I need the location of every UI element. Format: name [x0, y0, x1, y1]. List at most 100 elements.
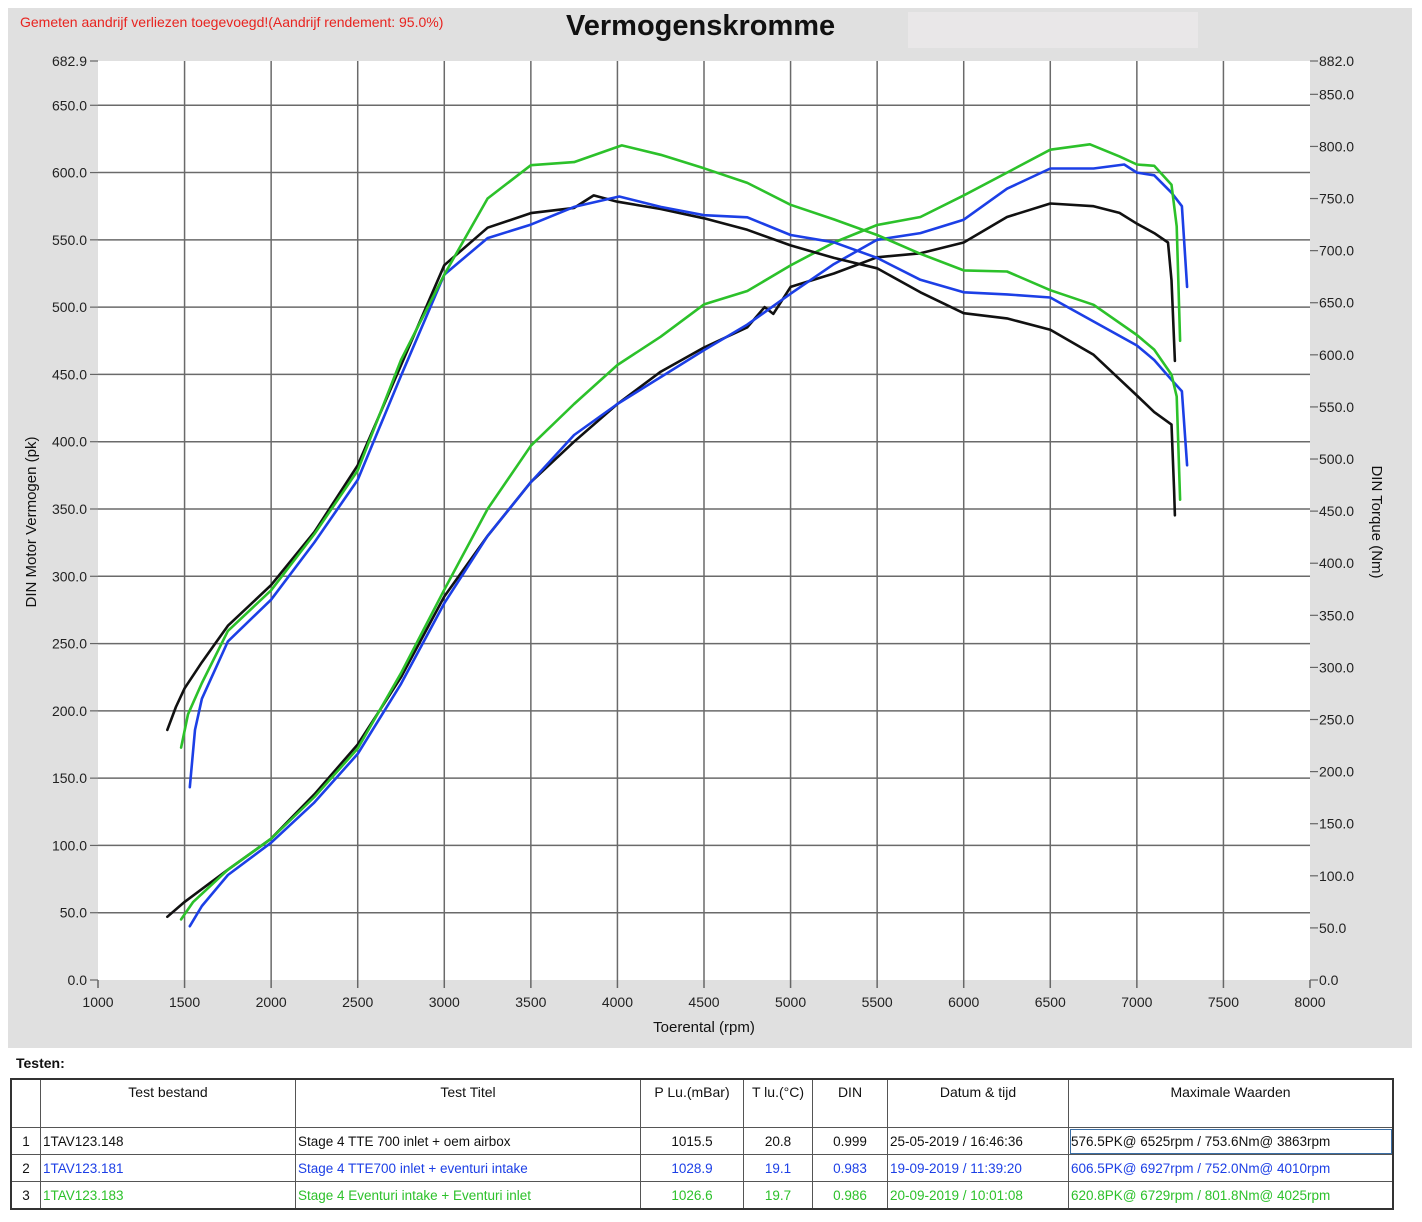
svg-text:150.0: 150.0 — [1319, 816, 1354, 832]
col-file-header: Test bestand — [40, 1078, 296, 1128]
svg-text:3500: 3500 — [515, 994, 546, 1010]
svg-text:300.0: 300.0 — [52, 568, 87, 584]
col-max-header: Maximale Waarden — [1068, 1078, 1394, 1128]
row-title: Stage 4 TTE700 inlet + eventuri intake — [295, 1154, 641, 1182]
svg-text:6000: 6000 — [948, 994, 979, 1010]
svg-text:800.0: 800.0 — [1319, 138, 1354, 154]
svg-text:882.0: 882.0 — [1319, 53, 1354, 69]
svg-text:3000: 3000 — [429, 994, 460, 1010]
dyno-chart: 682.9 650.0 600.0 550.0 500.0 450.0 400.0 350.0… — [23, 53, 1385, 1036]
drivetrain-loss-note: Gemeten aandrijf verliezen toegevoegd!(A… — [20, 14, 444, 30]
svg-text:850.0: 850.0 — [1319, 86, 1354, 102]
svg-text:100.0: 100.0 — [52, 837, 87, 853]
row-index: 3 — [10, 1181, 41, 1210]
table-row[interactable]: 3 1TAV123.183 Stage 4 Eventuri intake + … — [10, 1181, 1394, 1210]
x-axis-ticks: 1000 1500 2000 2500 3000 3500 4000 4500 5000 5500… — [82, 980, 1326, 1010]
svg-text:600.0: 600.0 — [1319, 347, 1354, 363]
svg-text:7000: 7000 — [1121, 994, 1152, 1010]
svg-text:6500: 6500 — [1035, 994, 1066, 1010]
row-file: 1TAV123.183 — [40, 1181, 296, 1210]
svg-text:450.0: 450.0 — [52, 366, 87, 382]
svg-text:500.0: 500.0 — [1319, 451, 1354, 467]
svg-text:400.0: 400.0 — [52, 434, 87, 450]
row-file: 1TAV123.148 — [40, 1127, 296, 1155]
svg-text:400.0: 400.0 — [1319, 555, 1354, 571]
curve-line — [179, 144, 1182, 749]
curve-line — [188, 195, 1189, 789]
table-row[interactable]: 2 1TAV123.181 Stage 4 TTE700 inlet + eve… — [10, 1154, 1394, 1182]
svg-text:750.0: 750.0 — [1319, 191, 1354, 207]
tests-table: Test bestand Test Titel P Lu.(mBar) T lu… — [10, 1078, 1394, 1210]
row-pressure: 1026.6 — [640, 1181, 744, 1210]
row-temp: 20.8 — [743, 1127, 813, 1155]
row-din: 0.986 — [812, 1181, 888, 1210]
row-title: Stage 4 Eventuri intake + Eventuri inlet — [295, 1181, 641, 1210]
svg-text:1500: 1500 — [169, 994, 200, 1010]
svg-text:100.0: 100.0 — [1319, 868, 1354, 884]
col-temp-header: T lu.(°C) — [743, 1078, 813, 1128]
row-din: 0.983 — [812, 1154, 888, 1182]
svg-text:7500: 7500 — [1208, 994, 1239, 1010]
svg-text:2500: 2500 — [342, 994, 373, 1010]
row-max-values: 620.8PK@ 6729rpm / 801.8Nm@ 4025rpm — [1068, 1181, 1394, 1210]
row-index: 2 — [10, 1154, 41, 1182]
svg-text:0.0: 0.0 — [1319, 972, 1339, 988]
svg-text:150.0: 150.0 — [52, 770, 87, 786]
col-din-header: DIN — [812, 1078, 888, 1128]
grid-lines — [98, 61, 1310, 980]
row-index: 1 — [10, 1127, 41, 1155]
svg-text:350.0: 350.0 — [1319, 607, 1354, 623]
curve-series — [166, 143, 1189, 928]
row-file: 1TAV123.181 — [40, 1154, 296, 1182]
row-pressure: 1015.5 — [640, 1127, 744, 1155]
row-max-values: 576.5PK@ 6525rpm / 753.6Nm@ 3863rpm — [1068, 1127, 1394, 1155]
svg-text:1000: 1000 — [82, 994, 113, 1010]
row-datetime: 19-09-2019 / 11:39:20 — [887, 1154, 1069, 1182]
tests-section-label: Testen: — [16, 1055, 65, 1071]
svg-text:250.0: 250.0 — [52, 636, 87, 652]
svg-text:500.0: 500.0 — [52, 299, 87, 315]
col-datetime-header: Datum & tijd — [887, 1078, 1069, 1128]
chart-title: Vermogenskromme — [566, 10, 836, 42]
curve-line — [166, 202, 1177, 919]
svg-text:2000: 2000 — [256, 994, 287, 1010]
svg-text:600.0: 600.0 — [52, 165, 87, 181]
svg-text:550.0: 550.0 — [52, 232, 87, 248]
curve-line — [188, 163, 1189, 928]
right-axis-ticks: 882.0 850.0 800.0 750.0 700.0 650.0 600.0 550.0… — [1310, 53, 1354, 988]
svg-text:4000: 4000 — [602, 994, 633, 1010]
row-datetime: 20-09-2019 / 10:01:08 — [887, 1181, 1069, 1210]
svg-text:8000: 8000 — [1294, 994, 1325, 1010]
svg-text:5500: 5500 — [862, 994, 893, 1010]
svg-text:200.0: 200.0 — [52, 703, 87, 719]
title-placeholder-box — [908, 12, 1198, 48]
row-datetime: 25-05-2019 / 16:46:36 — [887, 1127, 1069, 1155]
row-temp: 19.7 — [743, 1181, 813, 1210]
row-din: 0.999 — [812, 1127, 888, 1155]
svg-text:5000: 5000 — [775, 994, 806, 1010]
svg-text:300.0: 300.0 — [1319, 659, 1354, 675]
svg-text:450.0: 450.0 — [1319, 503, 1354, 519]
svg-text:682.9: 682.9 — [52, 53, 87, 69]
left-axis-label: DIN Motor Vermogen (pk) — [23, 437, 40, 608]
row-max-values: 606.5PK@ 6927rpm / 752.0Nm@ 4010rpm — [1068, 1154, 1394, 1182]
svg-text:350.0: 350.0 — [52, 501, 87, 517]
row-temp: 19.1 — [743, 1154, 813, 1182]
col-title-header: Test Titel — [295, 1078, 641, 1128]
svg-text:50.0: 50.0 — [60, 905, 87, 921]
col-pressure-header: P Lu.(mBar) — [640, 1078, 744, 1128]
svg-text:550.0: 550.0 — [1319, 399, 1354, 415]
left-axis-ticks: 682.9 650.0 600.0 550.0 500.0 450.0 400.0 350.0… — [52, 53, 98, 988]
table-row[interactable]: 1 1TAV123.148 Stage 4 TTE 700 inlet + oe… — [10, 1127, 1394, 1155]
col-index-header — [10, 1078, 41, 1128]
curve-line — [179, 143, 1182, 921]
right-axis-label: DIN Torque (Nm) — [1368, 465, 1385, 578]
table-header-row: Test bestand Test Titel P Lu.(mBar) T lu… — [10, 1078, 1394, 1128]
svg-text:0.0: 0.0 — [68, 972, 88, 988]
svg-text:700.0: 700.0 — [1319, 243, 1354, 259]
svg-text:650.0: 650.0 — [1319, 295, 1354, 311]
svg-text:650.0: 650.0 — [52, 97, 87, 113]
row-title: Stage 4 TTE 700 inlet + oem airbox — [295, 1127, 641, 1155]
svg-text:50.0: 50.0 — [1319, 920, 1346, 936]
curve-line — [166, 194, 1177, 732]
